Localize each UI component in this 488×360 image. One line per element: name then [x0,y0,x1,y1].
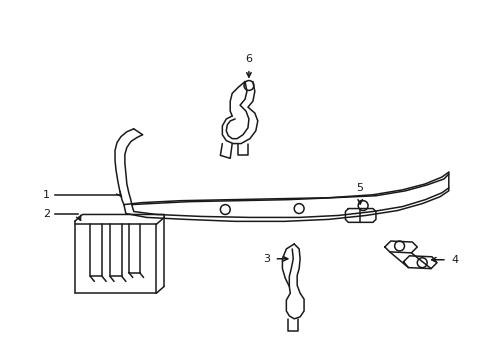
Text: 1: 1 [43,190,50,200]
Text: 3: 3 [263,254,270,264]
Text: 2: 2 [43,210,50,220]
Text: 5: 5 [356,183,363,193]
Text: 6: 6 [245,54,252,64]
Text: 4: 4 [451,255,458,265]
